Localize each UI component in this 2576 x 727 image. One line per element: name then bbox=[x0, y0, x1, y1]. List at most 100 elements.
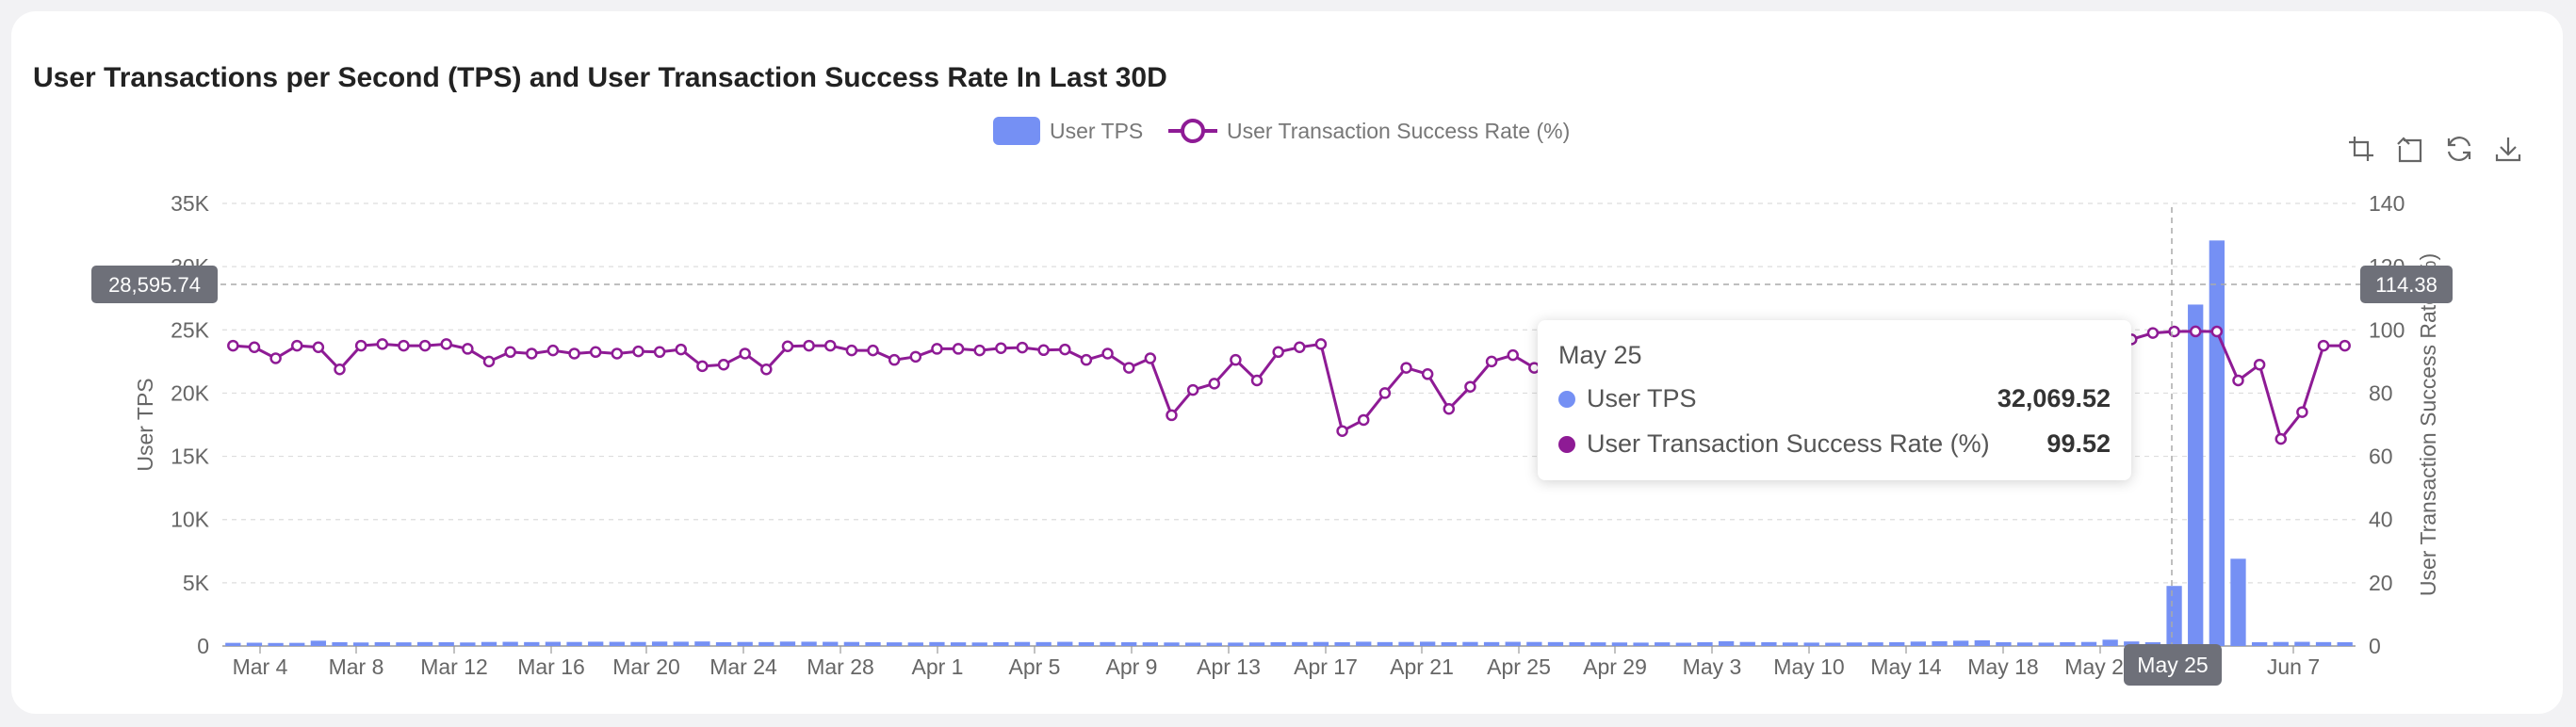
tps-bar bbox=[2251, 641, 2268, 646]
y-tick-left: 15K bbox=[171, 444, 210, 469]
download-icon[interactable] bbox=[2484, 132, 2533, 166]
legend-label-rate: User Transaction Success Rate (%) bbox=[1227, 118, 1571, 143]
x-tick-label: Mar 8 bbox=[329, 654, 384, 679]
tps-bar bbox=[779, 641, 796, 646]
x-tick-label: Apr 9 bbox=[1106, 654, 1158, 679]
tooltip-rate-label: User Transaction Success Rate (%) bbox=[1587, 429, 1990, 458]
x-tick-label: Apr 21 bbox=[1390, 654, 1454, 679]
tooltip-row-rate: User Transaction Success Rate (%) 99.52 bbox=[1558, 429, 2111, 459]
y-tick-left: 35K bbox=[171, 191, 210, 216]
success-rate-point bbox=[269, 352, 282, 364]
x-axis: Mar 4 Mar 8 Mar 12 Mar 16 Mar 20 Mar 24 Mar 28… bbox=[233, 646, 2320, 679]
crosshair-x-label: May 25 bbox=[2137, 653, 2208, 677]
tps-bar bbox=[1974, 639, 1990, 646]
tps-bar bbox=[1334, 641, 1350, 646]
tps-bar bbox=[1057, 641, 1073, 646]
success-rate-point bbox=[482, 355, 496, 368]
success-rate-point bbox=[653, 346, 666, 359]
tps-bar bbox=[715, 641, 732, 646]
tps-bar bbox=[1483, 641, 1500, 646]
y-axis-right: 020406080100120140User Transaction Succe… bbox=[2369, 191, 2440, 658]
tps-bar bbox=[1206, 642, 1222, 646]
tps-bar bbox=[1590, 642, 1606, 646]
tps-bar bbox=[353, 642, 369, 646]
tps-bar bbox=[1932, 640, 1948, 646]
tps-bar bbox=[1739, 641, 1755, 646]
success-rate-point bbox=[290, 339, 303, 352]
tps-bar bbox=[1547, 641, 1564, 646]
tps-bar bbox=[843, 641, 860, 646]
zoom-reset-icon[interactable] bbox=[2386, 132, 2435, 166]
tps-bar bbox=[396, 642, 412, 646]
tps-bar bbox=[225, 642, 241, 646]
success-rate-point bbox=[2317, 339, 2330, 352]
tps-bar bbox=[865, 641, 881, 646]
success-rate-point bbox=[632, 345, 644, 358]
tps-bar bbox=[416, 641, 433, 646]
tps-bar bbox=[1569, 641, 1585, 646]
success-rate-point bbox=[1059, 343, 1071, 356]
tps-bar bbox=[1377, 641, 1394, 646]
chart-title: User Transactions per Second (TPS) and U… bbox=[33, 62, 1167, 93]
success-rate-point bbox=[227, 339, 239, 352]
success-rate-point bbox=[462, 343, 474, 355]
x-tick-label: Mar 28 bbox=[807, 654, 874, 679]
tps-bar bbox=[2273, 641, 2289, 646]
success-rate-point bbox=[1144, 352, 1157, 364]
success-rate-point bbox=[1294, 341, 1306, 353]
crosshair-x-label-box bbox=[2124, 644, 2222, 686]
y-tick-left: 20K bbox=[171, 380, 210, 405]
tps-bar bbox=[1996, 641, 2012, 646]
success-rate-point bbox=[867, 344, 879, 357]
legend-item-tps[interactable]: User TPS bbox=[993, 117, 1143, 145]
success-rate-point bbox=[1421, 368, 1434, 380]
x-tick-label: Mar 20 bbox=[612, 654, 680, 679]
legend-item-rate[interactable]: User Transaction Success Rate (%) bbox=[1166, 117, 1570, 145]
tps-bar bbox=[651, 641, 668, 646]
success-rate-point bbox=[2210, 325, 2224, 338]
tps-bar bbox=[1782, 642, 1799, 646]
success-rate-point bbox=[909, 350, 922, 364]
success-rate-point bbox=[1230, 353, 1242, 366]
tooltip-tps-dot bbox=[1558, 390, 1575, 408]
tps-bar bbox=[246, 642, 263, 646]
tps-bar bbox=[1611, 642, 1628, 646]
y-axis-left: 05K10K15K20K25K30K35KUser TPS bbox=[133, 191, 210, 658]
success-rate-point bbox=[611, 347, 624, 360]
tps-bar bbox=[545, 641, 562, 646]
success-rate-point bbox=[1186, 383, 1199, 396]
success-rate-point bbox=[1016, 341, 1029, 354]
tps-bar bbox=[502, 641, 518, 646]
tps-bar bbox=[993, 641, 1009, 646]
success-rate-point bbox=[973, 344, 986, 357]
tps-bar bbox=[1910, 641, 1927, 646]
restore-icon[interactable] bbox=[2435, 132, 2484, 166]
tooltip-tps-label: User TPS bbox=[1587, 384, 1697, 412]
tps-bar bbox=[1398, 641, 1414, 646]
success-rate-point bbox=[952, 343, 965, 355]
success-rate-point bbox=[845, 344, 858, 357]
tps-bar bbox=[2230, 558, 2246, 646]
tps-bar bbox=[1035, 641, 1052, 646]
tooltip: May 25 User TPS 32,069.52 User Transacti… bbox=[1538, 320, 2131, 480]
success-rate-point bbox=[1507, 348, 1519, 362]
tps-bar bbox=[694, 641, 710, 646]
success-rate-point bbox=[781, 340, 794, 352]
tps-bar bbox=[737, 641, 753, 646]
tps-bar bbox=[481, 641, 497, 646]
success-rate-point bbox=[312, 341, 325, 353]
success-rate-point bbox=[2189, 325, 2202, 338]
success-rate-point bbox=[739, 347, 751, 360]
success-rate-point bbox=[1166, 409, 1178, 422]
tps-bar bbox=[1121, 641, 1137, 646]
success-rate-point bbox=[2253, 358, 2266, 371]
zoom-icon[interactable] bbox=[2337, 132, 2386, 166]
tps-bar bbox=[1014, 641, 1031, 646]
y-tick-right: 140 bbox=[2369, 191, 2405, 216]
x-tick-label: Apr 13 bbox=[1197, 654, 1261, 679]
success-rate-point bbox=[248, 341, 261, 353]
success-rate-point bbox=[526, 347, 538, 360]
x-tick-label: Jun 7 bbox=[2267, 654, 2320, 679]
success-rate-point bbox=[760, 364, 773, 376]
